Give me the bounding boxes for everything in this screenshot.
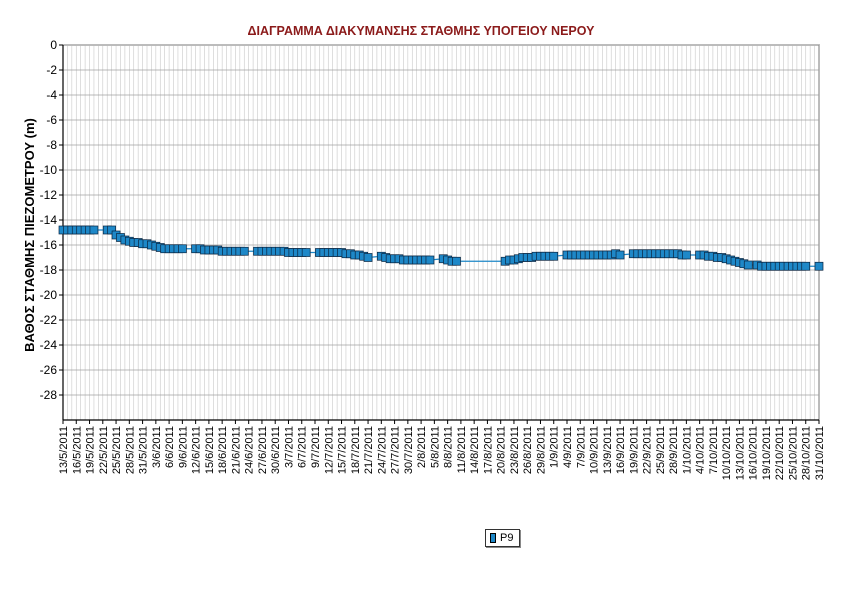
x-tick-label: 10/9/2011 [589, 426, 601, 474]
x-tick-label: 15/7/2011 [337, 426, 349, 474]
data-point [425, 255, 435, 265]
x-tick-label: 22/10/2011 [774, 426, 786, 480]
x-tick-label: 8/8/2011 [443, 426, 455, 468]
x-tick-label: 28/5/2011 [124, 426, 136, 474]
x-tick-label: 26/8/2011 [522, 426, 534, 474]
x-tick-label: 13/9/2011 [602, 426, 614, 474]
y-tick-label: -8 [46, 138, 57, 152]
y-tick-label: -22 [40, 313, 58, 327]
y-axis-label: ΒΑΘΟΣ ΣΤΑΘΜΗΣ ΠΙΕΖΟΜΕΤΡΟΥ (m) [22, 118, 37, 352]
x-tick-label: 21/6/2011 [230, 426, 242, 474]
y-tick-label: -2 [46, 63, 57, 77]
y-tick-label: -12 [40, 188, 58, 202]
legend-marker-icon [490, 533, 496, 543]
x-tick-label: 4/10/2011 [695, 426, 707, 474]
x-tick-label: 22/9/2011 [642, 426, 654, 474]
data-point [814, 261, 824, 271]
x-tick-label: 28/10/2011 [801, 426, 813, 480]
x-tick-label: 21/7/2011 [363, 426, 375, 474]
y-tick-label: -10 [40, 163, 58, 177]
x-tick-label: 22/5/2011 [98, 426, 110, 474]
x-tick-label: 27/7/2011 [390, 426, 402, 474]
data-point [452, 256, 461, 266]
x-tick-label: 7/10/2011 [708, 426, 720, 474]
y-tick-label: -4 [46, 88, 57, 102]
x-tick-label: 24/7/2011 [376, 426, 388, 474]
data-point [801, 261, 811, 271]
x-tick-label: 25/10/2011 [787, 426, 799, 480]
x-tick-label: 17/8/2011 [482, 426, 494, 474]
x-tick-label: 23/8/2011 [509, 426, 521, 474]
data-point [178, 244, 187, 254]
x-tick-label: 5/8/2011 [429, 426, 441, 468]
x-tick-label: 6/7/2011 [297, 426, 309, 468]
x-tick-label: 4/9/2011 [562, 426, 574, 468]
x-tick-label: 18/7/2011 [350, 426, 362, 474]
legend[interactable]: P9 [485, 529, 521, 547]
x-tick-label: 12/7/2011 [323, 426, 335, 474]
x-tick-label: 3/6/2011 [151, 426, 163, 468]
x-tick-label: 24/6/2011 [244, 426, 256, 474]
data-point [107, 225, 116, 235]
x-tick-label: 13/10/2011 [734, 426, 746, 480]
data-point [301, 248, 311, 257]
x-tick-label: 2/8/2011 [416, 426, 428, 468]
y-tick-label: -28 [40, 388, 58, 402]
y-tick-label: -26 [40, 363, 58, 377]
data-point [363, 253, 373, 262]
x-tick-label: 14/8/2011 [469, 426, 481, 474]
data-point [615, 250, 625, 260]
y-tick-label: 0 [50, 38, 57, 52]
x-tick-label: 6/6/2011 [164, 426, 176, 468]
x-tick-label: 19/9/2011 [628, 426, 640, 474]
x-tick-label: 12/6/2011 [191, 426, 203, 474]
y-tick-label: -14 [40, 213, 58, 227]
x-tick-label: 16/10/2011 [748, 426, 760, 480]
x-tick-label: 20/8/2011 [496, 426, 508, 474]
x-tick-label: 18/6/2011 [217, 426, 229, 474]
x-tick-label: 19/5/2011 [85, 426, 97, 474]
y-tick-label: -6 [46, 113, 57, 127]
x-tick-label: 25/5/2011 [111, 426, 123, 474]
x-tick-label: 1/9/2011 [549, 426, 561, 468]
x-tick-label: 30/7/2011 [403, 426, 415, 474]
x-tick-label: 28/9/2011 [668, 426, 680, 474]
x-tick-label: 30/6/2011 [270, 426, 282, 474]
data-point [682, 250, 691, 260]
y-tick-label: -24 [40, 338, 58, 352]
x-tick-label: 3/7/2011 [283, 426, 295, 468]
y-tick-label: -20 [40, 288, 58, 302]
x-tick-label: 7/9/2011 [575, 426, 587, 468]
x-tick-label: 13/5/2011 [58, 426, 70, 474]
legend-label: P9 [500, 532, 514, 544]
chart-title: ΔΙΑΓΡΑΜΜΑ ΔΙΑΚΥΜΑΝΣΗΣ ΣΤΑΘΜΗΣ ΥΠΟΓΕΙΟΥ Ν… [247, 24, 595, 38]
x-tick-label: 31/10/2011 [814, 426, 826, 480]
x-tick-label: 15/6/2011 [204, 426, 216, 474]
plot-area [62, 44, 820, 421]
x-tick-label: 29/8/2011 [535, 426, 547, 474]
x-tick-label: 9/6/2011 [177, 426, 189, 468]
x-tick-label: 9/7/2011 [310, 426, 322, 468]
data-point [743, 260, 753, 270]
x-tick-label: 27/6/2011 [257, 426, 269, 474]
data-point [89, 225, 99, 235]
x-tick-label: 10/10/2011 [721, 426, 733, 480]
y-tick-label: -16 [40, 238, 58, 252]
x-tick-label: 1/10/2011 [681, 426, 693, 474]
x-tick-label: 11/8/2011 [456, 426, 468, 473]
x-tick-label: 16/9/2011 [615, 426, 627, 474]
x-tick-label: 31/5/2011 [138, 426, 150, 474]
x-tick-label: 25/9/2011 [655, 426, 667, 474]
y-tick-label: -18 [40, 263, 58, 277]
data-point [239, 246, 249, 256]
x-tick-label: 16/5/2011 [71, 426, 83, 474]
data-point [549, 251, 559, 261]
x-tick-label: 19/10/2011 [761, 426, 773, 480]
